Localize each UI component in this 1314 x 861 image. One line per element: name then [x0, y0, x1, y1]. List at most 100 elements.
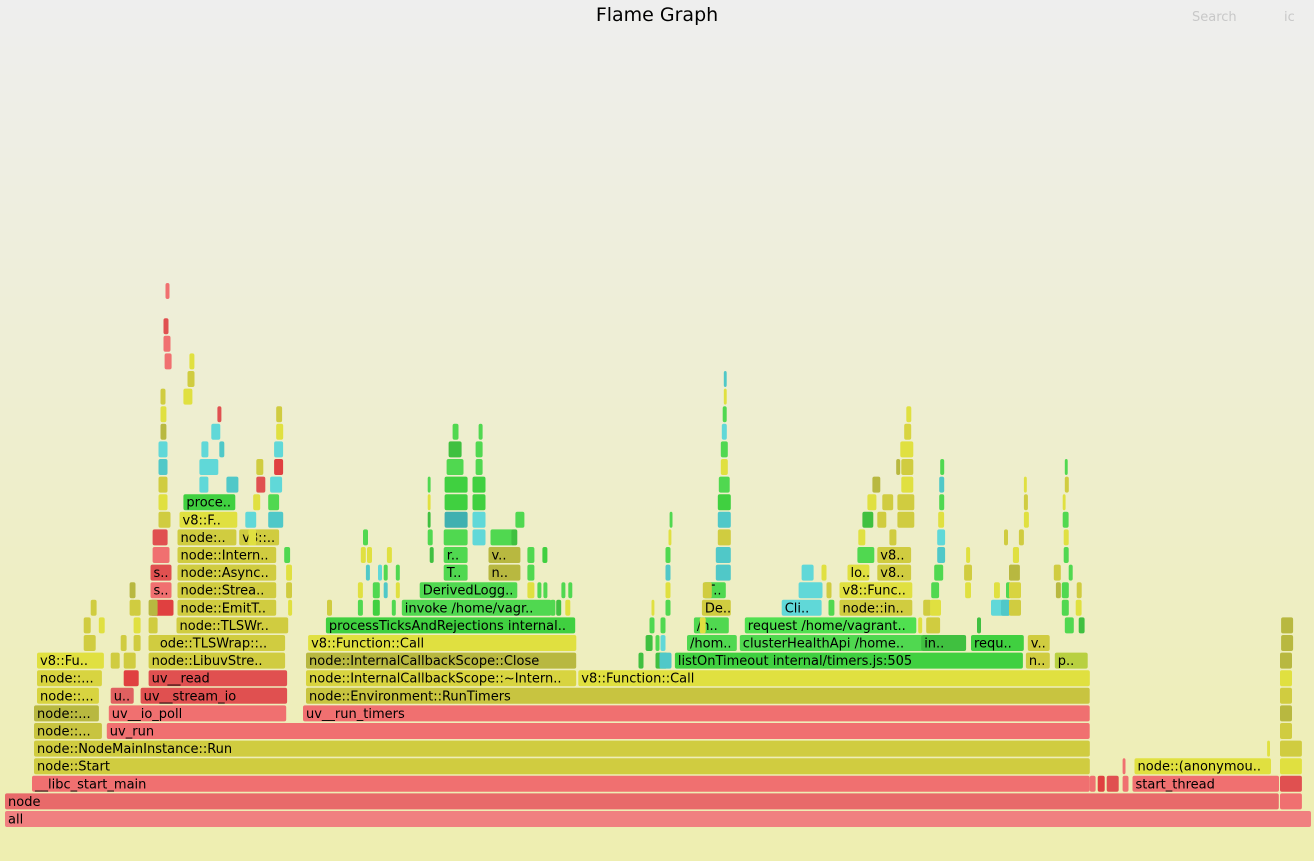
- flame-frame[interactable]: [187, 371, 195, 387]
- flame-frame-rect[interactable]: [276, 406, 283, 423]
- flame-frame[interactable]: node::Intern..: [177, 547, 277, 564]
- flame-frame[interactable]: [274, 459, 284, 475]
- flame-frame-rect[interactable]: [649, 617, 655, 634]
- flame-frame-rect[interactable]: [256, 459, 264, 475]
- flame-frame[interactable]: request /home/vagrant..: [744, 617, 917, 634]
- flame-frame[interactable]: [160, 423, 167, 440]
- flame-frame[interactable]: [926, 617, 941, 634]
- flame-frame-rect[interactable]: [839, 582, 913, 599]
- flame-frame-rect[interactable]: [429, 547, 434, 563]
- flame-frame[interactable]: [1004, 529, 1008, 546]
- flame-frame-rect[interactable]: [1097, 775, 1105, 792]
- flame-frame-rect[interactable]: [1134, 758, 1272, 775]
- flame-frame-rect[interactable]: [537, 582, 542, 599]
- flame-frame[interactable]: [515, 511, 525, 528]
- flame-frame-rect[interactable]: [129, 582, 136, 599]
- flame-frame[interactable]: [183, 388, 193, 405]
- flame-frame-rect[interactable]: [37, 652, 104, 669]
- flame-frame[interactable]: [148, 635, 160, 651]
- flame-frame-rect[interactable]: [419, 582, 518, 599]
- flame-frame-rect[interactable]: [781, 599, 822, 616]
- flame-frame-rect[interactable]: [201, 441, 209, 458]
- flame-frame[interactable]: [1122, 775, 1129, 792]
- flame-frame[interactable]: [931, 582, 940, 599]
- flame-frame[interactable]: in..: [921, 635, 967, 652]
- flame-frame[interactable]: [527, 582, 535, 599]
- flame-frame-rect[interactable]: [106, 723, 1090, 739]
- flame-frame-rect[interactable]: [847, 564, 870, 581]
- flame-frame-rect[interactable]: [665, 547, 671, 563]
- flame-frame[interactable]: uv__stream_io: [140, 687, 288, 705]
- flame-frame-rect[interactable]: [744, 617, 917, 634]
- flame-frame[interactable]: listOnTimeout internal/timers.js:505: [674, 652, 1023, 670]
- flame-frame[interactable]: [284, 547, 291, 563]
- flame-frame[interactable]: [1280, 687, 1292, 704]
- flame-frame[interactable]: [427, 476, 431, 493]
- flame-frame-rect[interactable]: [826, 582, 832, 599]
- flame-frame-rect[interactable]: [83, 635, 96, 651]
- flame-frame-rect[interactable]: [701, 599, 731, 616]
- flame-frame-rect[interactable]: [1023, 494, 1028, 511]
- flame-frame-rect[interactable]: [306, 652, 577, 669]
- flame-frame-rect[interactable]: [1063, 547, 1069, 563]
- flame-frame-rect[interactable]: [133, 617, 141, 634]
- flame-frame-rect[interactable]: [274, 441, 284, 458]
- flame-frame-rect[interactable]: [475, 459, 483, 475]
- flame-frame[interactable]: node::Environment::RunTimers: [306, 687, 1090, 705]
- flame-frame-rect[interactable]: [472, 529, 486, 546]
- flame-frame[interactable]: [98, 617, 105, 634]
- flame-frame-rect[interactable]: [165, 283, 170, 299]
- flame-frame-rect[interactable]: [123, 652, 136, 669]
- flame-frame-rect[interactable]: [1267, 740, 1270, 757]
- flame-frame[interactable]: [918, 617, 923, 634]
- flame-frame-rect[interactable]: [383, 582, 388, 599]
- flame-frame-rect[interactable]: [702, 582, 712, 599]
- flame-frame-rect[interactable]: [276, 423, 284, 440]
- flame-frame[interactable]: [660, 617, 666, 634]
- flame-frame-rect[interactable]: [274, 459, 284, 475]
- flame-frame[interactable]: [452, 423, 459, 440]
- flame-frame[interactable]: [715, 564, 731, 581]
- flame-frame-rect[interactable]: [645, 635, 653, 651]
- flame-frame[interactable]: [189, 353, 195, 370]
- flame-frame-rect[interactable]: [183, 388, 193, 405]
- flame-frame[interactable]: [1280, 670, 1292, 687]
- flame-frame-rect[interactable]: [923, 599, 932, 616]
- flame-frame-rect[interactable]: [1064, 617, 1074, 634]
- flame-frame[interactable]: v8::Func..: [839, 582, 913, 599]
- flame-frame[interactable]: [702, 582, 712, 599]
- flame-frame[interactable]: [217, 406, 222, 423]
- flame-frame[interactable]: [940, 459, 945, 475]
- flame-frame[interactable]: [1281, 635, 1294, 651]
- flame-frame-rect[interactable]: [164, 353, 172, 370]
- flame-frame[interactable]: [638, 652, 644, 669]
- flame-frame[interactable]: [937, 529, 946, 546]
- flame-frame[interactable]: [395, 564, 400, 581]
- flame-frame[interactable]: [660, 635, 666, 651]
- flame-frame-rect[interactable]: [1281, 635, 1294, 651]
- flame-frame-rect[interactable]: [5, 793, 1279, 810]
- flame-frame-rect[interactable]: [488, 564, 521, 581]
- flame-frame[interactable]: [718, 476, 730, 493]
- flame-frame[interactable]: node: [5, 793, 1279, 810]
- flame-frame-rect[interactable]: [717, 494, 731, 511]
- flame-frame[interactable]: clusterHealthApi /home..: [739, 635, 924, 652]
- flame-frame[interactable]: [444, 511, 468, 528]
- flame-frame[interactable]: [256, 476, 266, 493]
- flame-frame-rect[interactable]: [357, 582, 363, 599]
- flame-frame-rect[interactable]: [527, 582, 535, 599]
- flame-frame[interactable]: uv__io_poll: [108, 705, 287, 722]
- ignore-case-button[interactable]: ic: [1284, 10, 1295, 25]
- flame-frame[interactable]: [723, 388, 727, 405]
- flame-frame[interactable]: n..: [1025, 652, 1050, 670]
- flame-frame-rect[interactable]: [488, 547, 521, 563]
- flame-frame[interactable]: [1023, 494, 1028, 511]
- flame-frame[interactable]: [446, 459, 464, 475]
- flame-frame-rect[interactable]: [660, 635, 666, 651]
- flame-frame[interactable]: [475, 441, 483, 458]
- flame-frame-rect[interactable]: [1023, 511, 1029, 528]
- flame-frame-rect[interactable]: [638, 652, 644, 669]
- flame-frame-rect[interactable]: [286, 582, 292, 599]
- flame-frame-rect[interactable]: [490, 529, 515, 546]
- flame-frame-rect[interactable]: [515, 511, 525, 528]
